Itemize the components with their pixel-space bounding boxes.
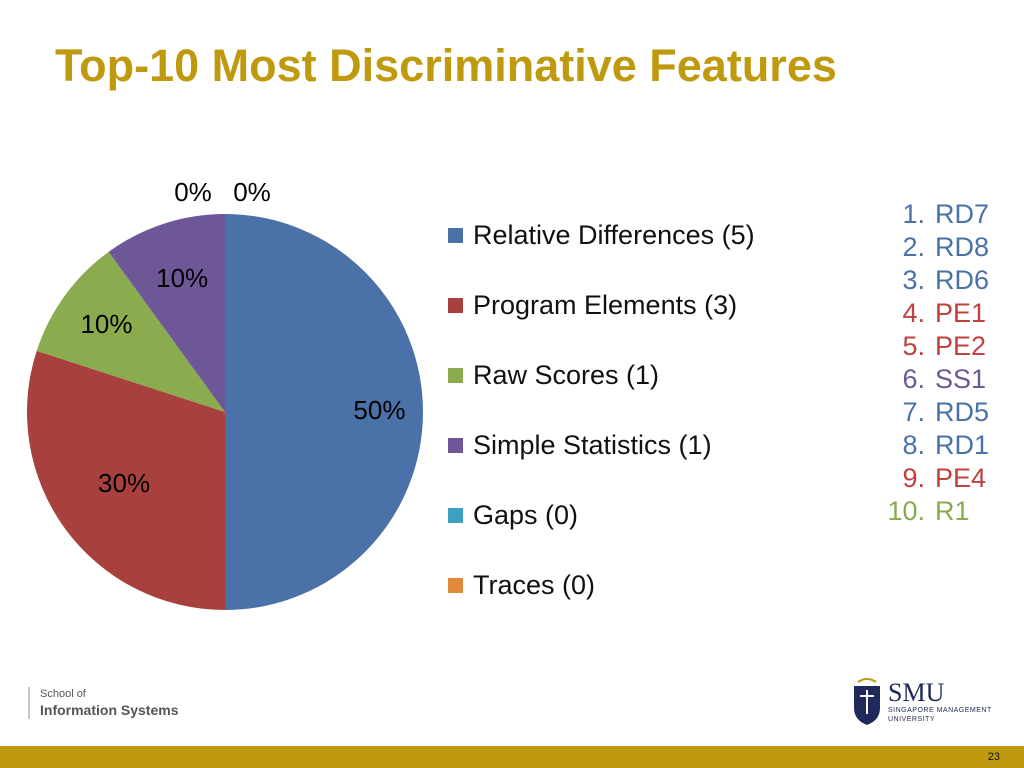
legend-item: Traces (0) bbox=[448, 550, 755, 620]
ranking-item: 5. PE2 bbox=[860, 330, 989, 363]
school-label: School of Information Systems bbox=[28, 687, 178, 719]
ranking-label: SS1 bbox=[935, 364, 987, 394]
ranking-number: 9. bbox=[902, 463, 925, 493]
legend-item: Program Elements (3) bbox=[448, 270, 755, 340]
school-line2: Information Systems bbox=[40, 702, 179, 718]
ranking-number: 4. bbox=[902, 298, 925, 328]
ranking-number: 7. bbox=[902, 397, 925, 427]
ranking-label: RD7 bbox=[935, 199, 990, 229]
smu-logo: SMU SINGAPORE MANAGEMENT UNIVERSITY bbox=[852, 678, 992, 726]
logo-name: SMU bbox=[888, 678, 945, 707]
ranking-number: 1. bbox=[902, 199, 925, 229]
feature-ranking-list: 1. RD7 2. RD8 3. RD6 4. PE1 5. PE2 6. SS1 7. RD5 8. RD1… bbox=[860, 198, 989, 528]
pie-slice bbox=[36, 251, 225, 412]
ranking-number: 6. bbox=[902, 364, 925, 394]
footer-bar: 23 bbox=[0, 746, 1024, 768]
pie-slice bbox=[225, 214, 423, 610]
legend-item: Relative Differences (5) bbox=[448, 200, 755, 270]
legend-swatch bbox=[448, 297, 463, 313]
ranking-label: PE2 bbox=[935, 331, 987, 361]
legend-label: Relative Differences (5) bbox=[473, 219, 755, 250]
smu-crest-icon bbox=[854, 678, 880, 725]
legend-swatch bbox=[448, 227, 463, 243]
ranking-item: 7. RD5 bbox=[860, 396, 989, 429]
ranking-item: 4. PE1 bbox=[860, 297, 989, 330]
ranking-item: 9. PE4 bbox=[860, 462, 989, 495]
ranking-label: RD8 bbox=[935, 232, 990, 262]
ranking-item: 6. SS1 bbox=[860, 363, 989, 396]
legend-item: Raw Scores (1) bbox=[448, 340, 755, 410]
legend-label: Simple Statistics (1) bbox=[473, 429, 712, 460]
legend-swatch bbox=[448, 507, 463, 523]
ranking-label: RD5 bbox=[935, 397, 990, 427]
chart-legend: Relative Differences (5) Program Elements… bbox=[448, 200, 755, 620]
pie-data-label: 0% bbox=[174, 177, 212, 207]
page-number: 23 bbox=[987, 751, 1000, 763]
pie-data-label: 10% bbox=[156, 263, 208, 293]
ranking-number: 10. bbox=[887, 496, 925, 526]
pie-slice bbox=[26, 350, 225, 610]
pie-data-label: 10% bbox=[80, 309, 132, 339]
legend-label: Traces (0) bbox=[473, 569, 596, 600]
ranking-number: 5. bbox=[902, 331, 925, 361]
legend-label: Program Elements (3) bbox=[473, 289, 738, 320]
ranking-number: 3. bbox=[902, 265, 925, 295]
ranking-item: 3. RD6 bbox=[860, 264, 989, 297]
ranking-item: 8. RD1 bbox=[860, 429, 989, 462]
pie-data-label: 0% bbox=[233, 177, 271, 207]
legend-item: Gaps (0) bbox=[448, 480, 755, 550]
ranking-item: 2. RD8 bbox=[860, 231, 989, 264]
legend-swatch bbox=[448, 577, 463, 593]
ranking-label: RD6 bbox=[935, 265, 990, 295]
ranking-number: 2. bbox=[902, 232, 925, 262]
pie-data-label: 50% bbox=[353, 395, 405, 425]
ranking-number: 8. bbox=[902, 430, 925, 460]
legend-label: Gaps (0) bbox=[473, 499, 579, 530]
ranking-item: 10. R1 bbox=[860, 495, 989, 528]
legend-item: Simple Statistics (1) bbox=[448, 410, 755, 480]
school-line1: School of bbox=[40, 688, 86, 700]
legend-swatch bbox=[448, 367, 463, 383]
legend-swatch bbox=[448, 437, 463, 453]
ranking-item: 1. RD7 bbox=[860, 198, 989, 231]
ranking-label: RD1 bbox=[935, 430, 990, 460]
pie-chart: 50% 30% 10% 10% 0% 0% bbox=[26, 177, 423, 610]
logo-sub2: UNIVERSITY bbox=[888, 716, 936, 723]
logo-sub1: SINGAPORE MANAGEMENT bbox=[888, 707, 992, 714]
ranking-label: R1 bbox=[935, 496, 970, 526]
pie-slice bbox=[108, 214, 225, 412]
pie-data-label: 30% bbox=[98, 468, 150, 498]
legend-label: Raw Scores (1) bbox=[473, 359, 660, 390]
ranking-label: PE1 bbox=[935, 298, 987, 328]
ranking-label: PE4 bbox=[935, 463, 987, 493]
slide-title: Top-10 Most Discriminative Features bbox=[55, 40, 837, 91]
